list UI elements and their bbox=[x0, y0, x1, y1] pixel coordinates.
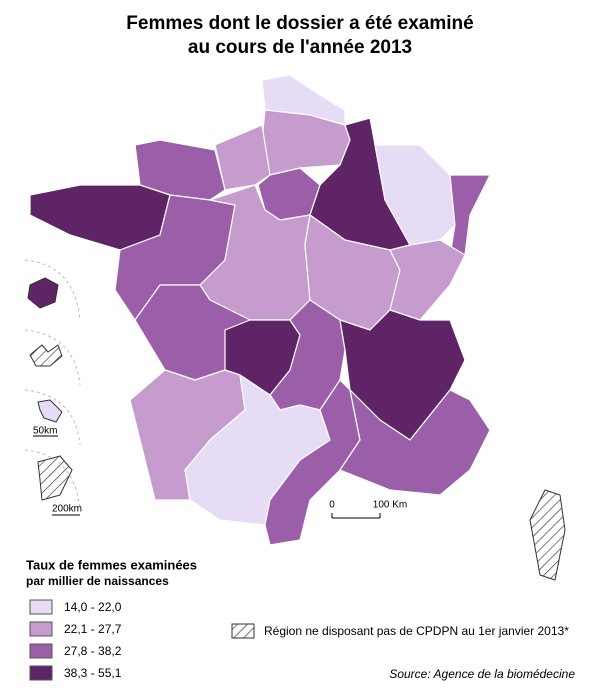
title: Femmes dont le dossier a été examiné bbox=[126, 13, 473, 34]
scale-label: 100 Km bbox=[373, 500, 407, 511]
legend-label: 14,0 - 22,0 bbox=[64, 600, 122, 614]
legend-title: Taux de femmes examinées bbox=[26, 557, 197, 572]
inset-scale-label: 50km bbox=[33, 426, 57, 437]
legend-swatch bbox=[29, 599, 53, 615]
legend-swatch bbox=[29, 621, 53, 637]
legend-label: 22,1 - 27,7 bbox=[64, 622, 122, 636]
region bbox=[339, 389, 491, 496]
inset-scale-label: 200km bbox=[52, 504, 82, 515]
title: au cours de l'année 2013 bbox=[188, 37, 412, 58]
hatch-label: Région ne disposant pas de CPDPN au 1er … bbox=[264, 624, 569, 638]
hatch-swatch bbox=[231, 623, 255, 639]
legend-subtitle: par millier de naissances bbox=[26, 574, 169, 588]
region bbox=[27, 277, 59, 309]
scale-label: 0 bbox=[329, 500, 335, 511]
legend: 14,0 - 22,0 22,1 - 27,7 27,8 - 38,2 38,3 - … bbox=[29, 599, 122, 681]
scale-bar bbox=[331, 513, 381, 519]
legend-swatch bbox=[29, 665, 53, 681]
region bbox=[37, 399, 63, 423]
region bbox=[37, 455, 73, 501]
region bbox=[339, 309, 466, 441]
legend-label: 38,3 - 55,1 bbox=[64, 666, 122, 680]
legend-label: 27,8 - 38,2 bbox=[64, 644, 122, 658]
region bbox=[214, 124, 271, 191]
legend-swatch bbox=[29, 643, 53, 659]
regions bbox=[27, 74, 566, 581]
region bbox=[374, 144, 456, 246]
inset-separators bbox=[24, 259, 81, 511]
region bbox=[529, 489, 566, 581]
region bbox=[29, 344, 63, 367]
region bbox=[389, 239, 466, 321]
region bbox=[449, 174, 491, 256]
source: Source: Agence de la biomédecine bbox=[389, 667, 575, 681]
